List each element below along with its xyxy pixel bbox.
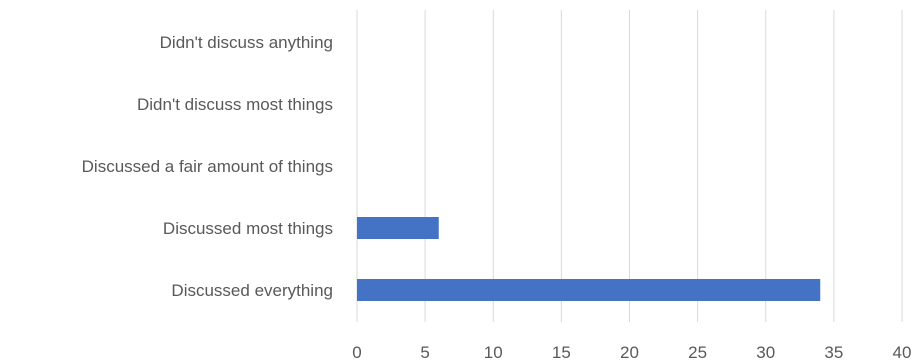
x-tick-label: 30 bbox=[756, 343, 775, 362]
category-label: Didn't discuss most things bbox=[137, 95, 333, 114]
x-tick-label: 15 bbox=[552, 343, 571, 362]
x-tick-label: 0 bbox=[352, 343, 361, 362]
x-tick-label: 35 bbox=[824, 343, 843, 362]
x-tick-label: 20 bbox=[620, 343, 639, 362]
x-tick-label: 5 bbox=[420, 343, 429, 362]
category-label: Discussed a fair amount of things bbox=[82, 157, 333, 176]
bar bbox=[357, 217, 439, 239]
category-labels: Didn't discuss anything Didn't discuss mo… bbox=[82, 33, 333, 300]
category-label: Didn't discuss anything bbox=[160, 33, 333, 52]
bar bbox=[357, 279, 821, 301]
category-label: Discussed most things bbox=[163, 219, 333, 238]
x-tick-labels: 0 5 10 15 20 25 30 35 40 bbox=[352, 343, 911, 362]
x-tick-label: 40 bbox=[893, 343, 912, 362]
category-label: Discussed everything bbox=[171, 281, 333, 300]
gridlines bbox=[356, 10, 903, 322]
x-tick-label: 10 bbox=[484, 343, 503, 362]
bars bbox=[357, 217, 821, 301]
x-tick-label: 25 bbox=[688, 343, 707, 362]
